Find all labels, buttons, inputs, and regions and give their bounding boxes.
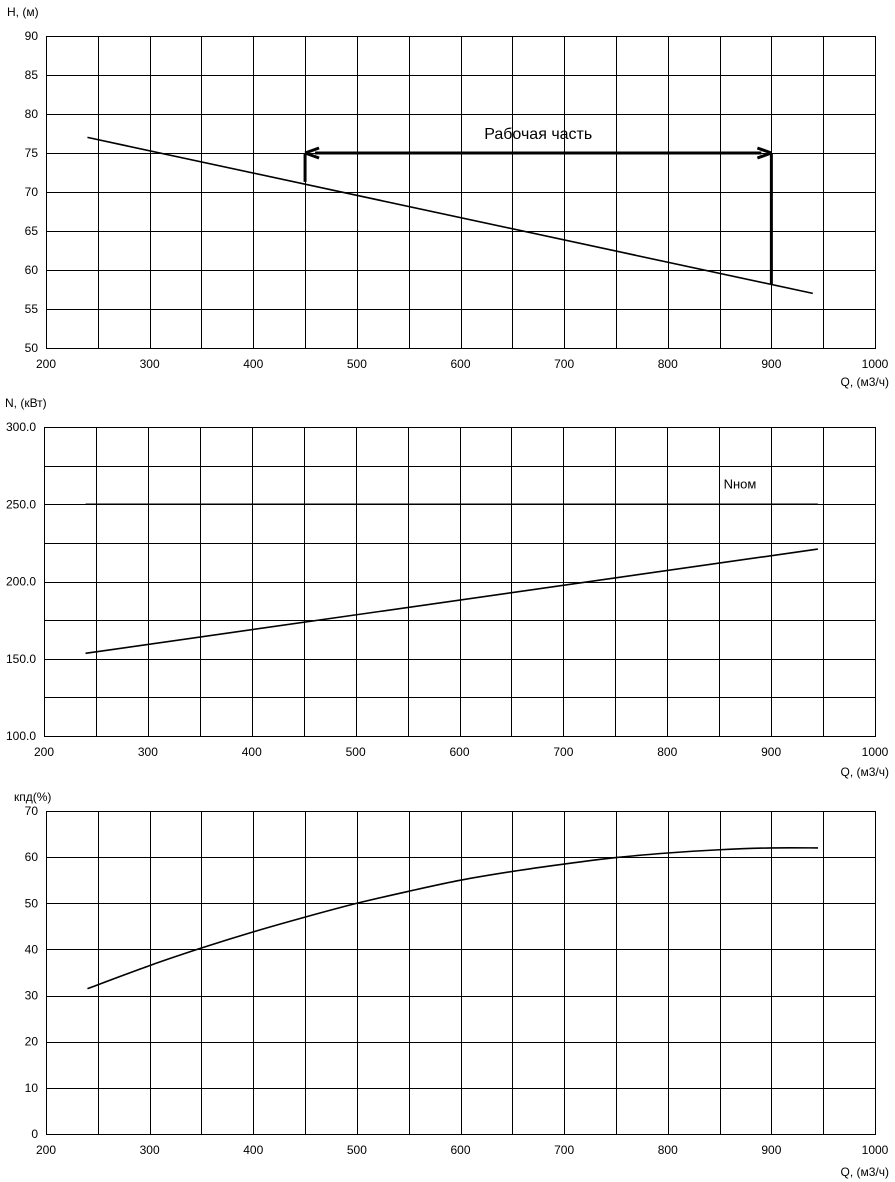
y-tick-label: 60 — [25, 850, 39, 864]
plot-frame — [46, 36, 876, 349]
head-chart-series — [87, 136, 813, 295]
power-chart-grid — [44, 427, 876, 737]
x-tick-label: 400 — [243, 357, 263, 371]
efficiency-chart: 0 10 20 30 40 50 60 70 200 300 400 500 600 700 800 900… — [14, 790, 889, 1179]
y-tick-label: 150.0 — [6, 652, 36, 666]
y-tick-label: 30 — [25, 989, 39, 1003]
head-chart-y-ticks: 50 55 60 65 70 75 80 85 90 — [25, 29, 39, 355]
head-chart-x-axis-label: Q, (м3/ч) — [840, 375, 889, 389]
y-tick-label: 40 — [25, 942, 39, 956]
y-tick-label: 20 — [25, 1035, 39, 1049]
efficiency-chart-grid — [46, 811, 876, 1135]
x-tick-label: 800 — [658, 357, 678, 371]
y-tick-label: 80 — [25, 107, 39, 121]
x-tick-label: 900 — [761, 1143, 781, 1157]
x-tick-label: 300 — [140, 357, 160, 371]
efficiency-chart-series — [87, 846, 819, 990]
power-chart-series — [85, 503, 818, 655]
y-tick-label: 0 — [31, 1127, 38, 1141]
x-tick-label: 800 — [657, 745, 677, 759]
x-tick-label: 300 — [140, 1143, 160, 1157]
x-tick-label: 1000 — [862, 745, 889, 759]
x-tick-label: 700 — [553, 745, 573, 759]
x-tick-label: 700 — [554, 357, 574, 371]
power-chart-y-axis-label: N, (кВт) — [5, 396, 47, 410]
working-range-arrowhead-left — [304, 146, 320, 160]
y-tick-label: 60 — [25, 263, 39, 277]
y-tick-label: 65 — [25, 224, 39, 238]
y-tick-label: 70 — [25, 185, 39, 199]
power-chart-x-axis-label: Q, (м3/ч) — [840, 765, 889, 779]
working-range-arrowhead-right — [756, 146, 772, 160]
x-tick-label: 600 — [450, 1143, 470, 1157]
x-tick-label: 500 — [347, 357, 367, 371]
working-range-label: Рабочая часть — [484, 126, 592, 143]
working-range-annotation: Рабочая часть — [303, 126, 773, 285]
y-tick-label: 100.0 — [6, 729, 36, 743]
y-tick-label: 200.0 — [6, 575, 36, 589]
x-tick-label: 400 — [243, 1143, 263, 1157]
x-tick-label: 1000 — [862, 357, 889, 371]
x-tick-label: 700 — [554, 1143, 574, 1157]
x-tick-label: 400 — [242, 745, 262, 759]
x-tick-label: 300 — [138, 745, 158, 759]
power-chart: 100.0 150.0 200.0 250.0 300.0 200 300 400 500 60… — [5, 396, 889, 779]
x-tick-label: 900 — [761, 357, 781, 371]
plot-frame — [46, 811, 876, 1135]
y-tick-label: 300.0 — [6, 420, 36, 434]
power-chart-y-ticks: 100.0 150.0 200.0 250.0 300.0 — [6, 420, 36, 743]
head-chart-y-axis-label: H, (м) — [7, 5, 39, 19]
x-tick-label: 200 — [36, 1143, 56, 1157]
y-tick-label: 50 — [25, 341, 39, 355]
plot-frame — [44, 427, 876, 737]
x-tick-label: 800 — [658, 1143, 678, 1157]
y-tick-label: 50 — [25, 896, 39, 910]
head-chart-grid — [46, 36, 876, 349]
efficiency-chart-y-axis-label: кпд(%) — [14, 790, 51, 804]
x-tick-label: 1000 — [862, 1143, 889, 1157]
series-line — [87, 136, 813, 295]
nominal-power-label: Nном — [724, 476, 757, 491]
x-tick-label: 500 — [347, 1143, 367, 1157]
y-tick-label: 55 — [25, 302, 39, 316]
head-chart-x-ticks: 200 300 400 500 600 700 800 900 1000 — [36, 357, 889, 371]
x-tick-label: 900 — [761, 745, 781, 759]
efficiency-chart-y-ticks: 0 10 20 30 40 50 60 70 — [25, 804, 39, 1141]
x-tick-label: 600 — [450, 357, 470, 371]
x-tick-label: 600 — [449, 745, 469, 759]
y-tick-label: 85 — [25, 68, 39, 82]
power-chart-x-ticks: 200 300 400 500 600 700 800 900 1000 — [34, 745, 889, 759]
y-tick-label: 10 — [25, 1081, 39, 1095]
series-line — [85, 548, 818, 655]
y-tick-label: 75 — [25, 146, 39, 160]
x-tick-label: 500 — [346, 745, 366, 759]
efficiency-chart-x-axis-label: Q, (м3/ч) — [840, 1165, 889, 1179]
series-line — [87, 846, 819, 990]
y-tick-label: 250.0 — [6, 497, 36, 511]
efficiency-chart-x-ticks: 200 300 400 500 600 700 800 900 1000 — [36, 1143, 889, 1157]
y-tick-label: 90 — [25, 29, 39, 43]
x-tick-label: 200 — [36, 357, 56, 371]
x-tick-label: 200 — [34, 745, 54, 759]
y-tick-label: 70 — [25, 804, 39, 818]
head-chart: 50 55 60 65 70 75 80 85 90 200 300 400 500 600 700 800… — [7, 5, 889, 389]
